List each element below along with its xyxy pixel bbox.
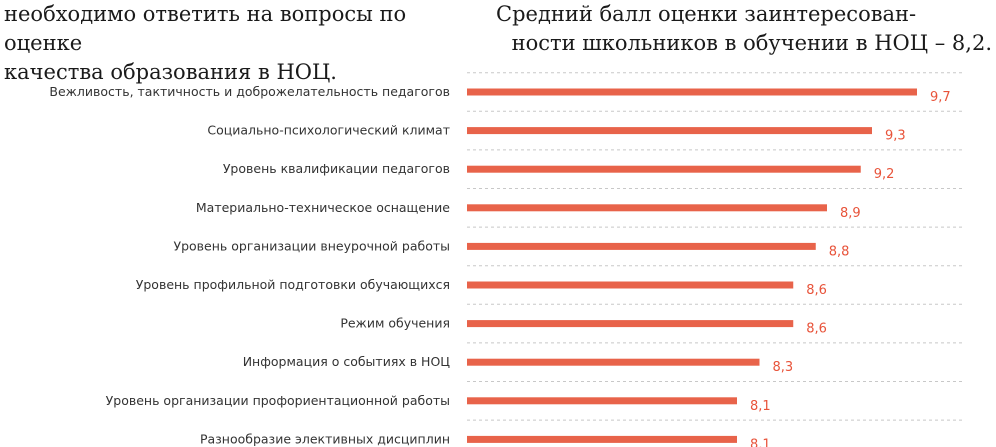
bar <box>467 127 872 135</box>
category-label: Разнообразие элективных дисциплин <box>200 431 450 446</box>
category-label: Режим обучения <box>340 316 450 331</box>
bar <box>467 242 816 250</box>
satisfaction-bar-chart: Вежливость, тактичность и доброжелательн… <box>49 72 962 447</box>
bar <box>467 281 794 289</box>
value-label: 8,1 <box>750 399 771 414</box>
intro-text-left: необходимо ответить на вопросы по оценке… <box>4 0 474 87</box>
value-label: 9,2 <box>874 167 895 182</box>
category-label: Уровень организации внеурочной работы <box>173 238 450 253</box>
value-label: 8,3 <box>773 360 794 375</box>
category-label: Уровень профильной подготовки обучающихс… <box>136 277 450 292</box>
category-label: Материально-техническое оснащение <box>196 200 450 215</box>
bar <box>467 165 861 173</box>
bar <box>467 397 737 405</box>
left-text-line-1: необходимо ответить на вопросы по оценке <box>4 2 407 55</box>
right-text-line-1: Средний балл оценки заинтересован- <box>496 2 917 26</box>
bar <box>467 435 737 443</box>
bar <box>467 358 760 366</box>
value-label: 8,8 <box>829 244 850 259</box>
category-label: Информация о событиях в НОЦ <box>243 354 451 369</box>
bar <box>467 88 917 96</box>
value-label: 9,7 <box>930 90 951 105</box>
bar <box>467 320 794 328</box>
left-text-line-2: качества образования в НОЦ. <box>4 60 337 84</box>
category-label: Уровень квалификации педагогов <box>223 161 450 176</box>
bar <box>467 204 827 212</box>
intro-text-right: Средний балл оценки заинтересован- ности… <box>496 0 992 58</box>
category-label: Вежливость, тактичность и доброжелательн… <box>49 84 450 99</box>
value-label: 8,6 <box>806 322 827 337</box>
value-label: 9,3 <box>885 129 906 144</box>
value-label: 8,1 <box>750 437 771 447</box>
category-label: Социально-психологический климат <box>207 123 450 138</box>
value-label: 8,9 <box>840 206 861 221</box>
category-label: Уровень организации профориентационной р… <box>106 393 450 408</box>
value-label: 8,6 <box>806 283 827 298</box>
right-text-line-2: ности школьников в обучении в НОЦ – 8,2. <box>511 31 992 55</box>
